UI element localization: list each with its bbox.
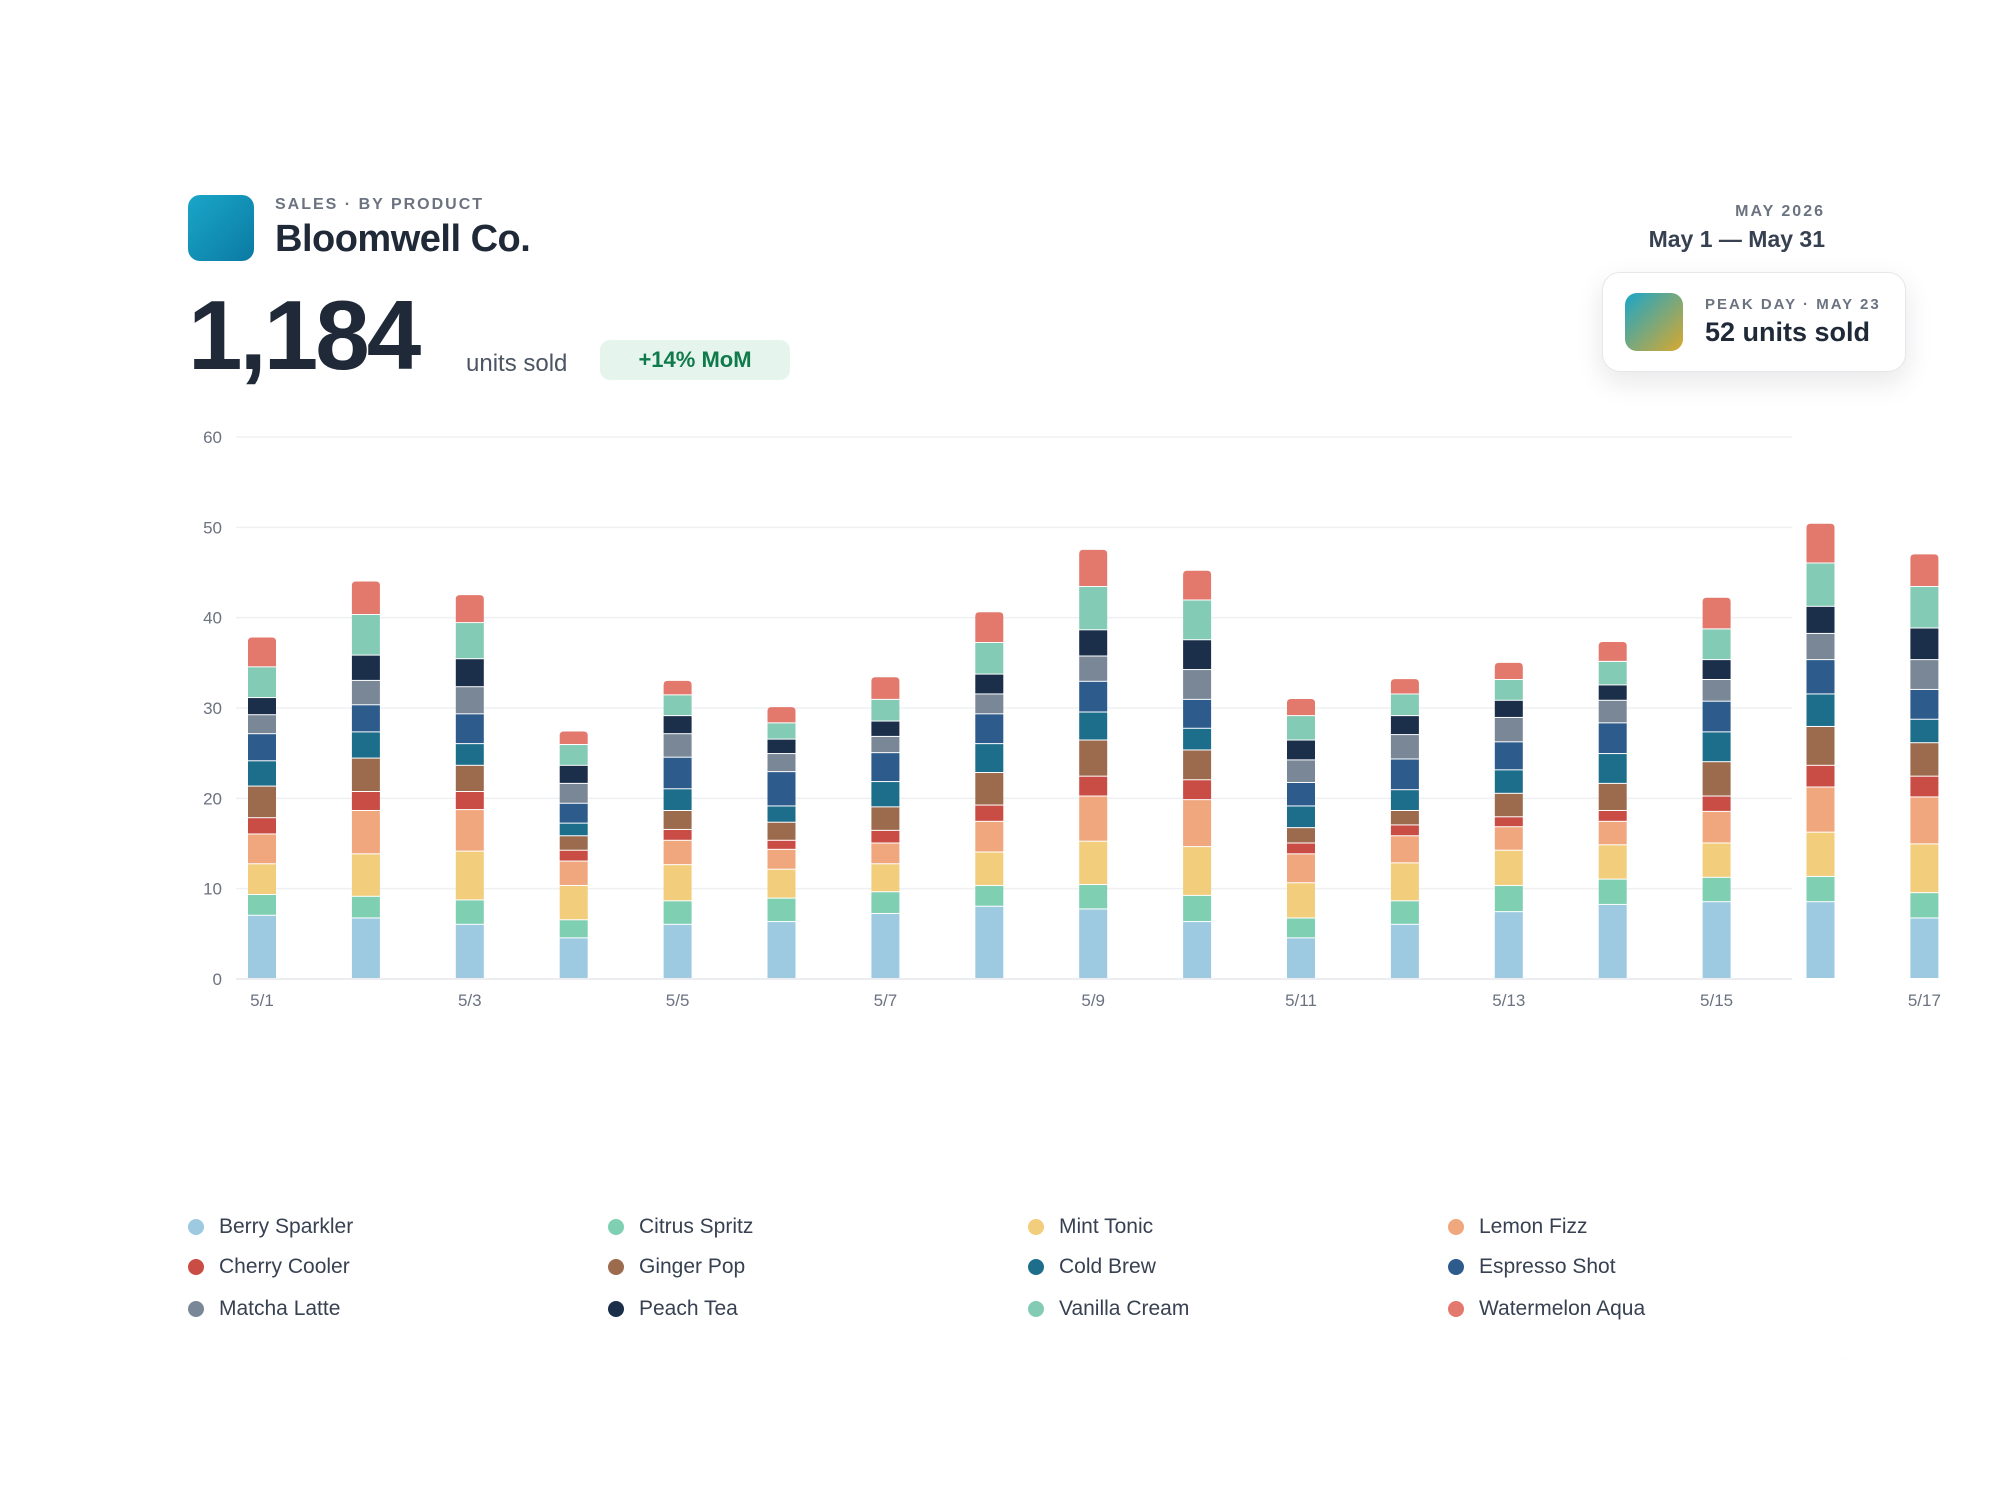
legend-item: Lemon Fizz (1448, 1212, 1588, 1242)
peak-day-value: 52 units sold (1705, 317, 1871, 347)
period-eyebrow: MAY 2026 (1735, 203, 1825, 220)
chart-card (135, 150, 1878, 1360)
legend-swatch (608, 1259, 624, 1275)
peak-day-label: PEAK DAY · MAY 23 (1705, 296, 1881, 313)
legend-item: Watermelon Aqua (1448, 1294, 1645, 1324)
peak-day-card: PEAK DAY · MAY 23 52 units sold (1602, 272, 1906, 372)
legend-swatch (188, 1301, 204, 1317)
legend-item: Berry Sparkler (188, 1212, 353, 1242)
legend-swatch (1448, 1219, 1464, 1235)
mom-change-badge: +14% MoM (600, 340, 790, 380)
bar-segment (1910, 776, 1939, 797)
legend-swatch (188, 1219, 204, 1235)
legend-label: Berry Sparkler (219, 1215, 354, 1238)
legend-label: Lemon Fizz (1479, 1215, 1588, 1238)
bar-segment (1910, 844, 1939, 893)
total-units: 1,184 (188, 280, 421, 390)
peak-day-swatch (1625, 293, 1683, 351)
legend-item: Cold Brew (1028, 1252, 1156, 1282)
period-range: May 1 — May 31 (1648, 226, 1825, 252)
bar-segment (1910, 660, 1939, 689)
legend-swatch (1448, 1301, 1464, 1317)
legend-label: Mint Tonic (1059, 1215, 1154, 1238)
legend-item: Matcha Latte (188, 1294, 340, 1324)
legend-swatch (608, 1301, 624, 1317)
bar-segment (1910, 743, 1939, 776)
legend-item: Ginger Pop (608, 1252, 745, 1282)
legend-item: Cherry Cooler (188, 1252, 350, 1282)
legend-swatch (1448, 1259, 1464, 1275)
legend-label: Espresso Shot (1479, 1255, 1616, 1278)
legend-label: Vanilla Cream (1059, 1297, 1190, 1320)
legend-swatch (1028, 1301, 1044, 1317)
legend-label: Matcha Latte (219, 1297, 341, 1320)
bar-segment (1910, 554, 1939, 586)
chart-eyebrow: SALES · BY PRODUCT (275, 196, 485, 213)
legend-swatch (1028, 1259, 1044, 1275)
total-units-label: units sold (466, 350, 568, 377)
brand-name: Bloomwell Co. (275, 218, 531, 260)
legend-item: Vanilla Cream (1028, 1294, 1189, 1324)
bar-segment (1910, 797, 1939, 844)
legend-label: Citrus Spritz (639, 1215, 754, 1238)
legend-item: Espresso Shot (1448, 1252, 1616, 1282)
bar-segment (1910, 689, 1939, 719)
bar-segment (1910, 719, 1939, 743)
bar-segment (1910, 586, 1939, 628)
x-tick-label: 5/17 (1908, 991, 1941, 1010)
brand-logo (188, 195, 254, 261)
legend-label: Ginger Pop (639, 1255, 746, 1278)
legend-label: Peach Tea (639, 1297, 738, 1320)
bar-segment (1910, 918, 1939, 978)
legend-swatch (188, 1259, 204, 1275)
legend-item: Peach Tea (608, 1294, 738, 1324)
legend-label: Cherry Cooler (219, 1255, 350, 1278)
legend-item: Citrus Spritz (608, 1212, 753, 1242)
bar-segment (1910, 893, 1939, 918)
legend-swatch (608, 1219, 624, 1235)
legend-label: Watermelon Aqua (1479, 1297, 1646, 1320)
bar-segment (1910, 628, 1939, 660)
chart-legend: Berry Sparkler Citrus Spritz Mint Tonic Lem… (188, 1212, 1868, 1342)
legend-label: Cold Brew (1059, 1255, 1156, 1278)
legend-item: Mint Tonic (1028, 1212, 1153, 1242)
legend-swatch (1028, 1219, 1044, 1235)
